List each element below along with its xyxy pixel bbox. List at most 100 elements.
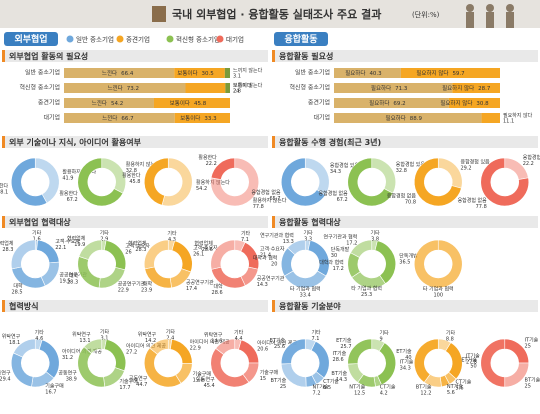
donut-value: 7.1 bbox=[311, 336, 319, 342]
donut-label: 타 기업과 협력 bbox=[351, 285, 382, 292]
donut-segment bbox=[143, 239, 169, 270]
section-title-band bbox=[2, 300, 268, 312]
donut-label: 대학과 협력 bbox=[319, 259, 344, 266]
donut-label: 활용한다 bbox=[0, 183, 9, 190]
donut-value: 8.8 bbox=[446, 337, 454, 343]
donut-value: 13.1 bbox=[79, 338, 90, 344]
donut-label: 위탁연구 bbox=[204, 331, 223, 338]
segment-name: 느끼지 않는다 bbox=[233, 67, 263, 74]
donut-value: 12.2 bbox=[420, 391, 431, 397]
donut-value: 9 bbox=[380, 337, 383, 343]
donut-value: 27.8 bbox=[466, 359, 477, 365]
donut-label: 공동연구 bbox=[129, 375, 148, 382]
donut-value: 14.2 bbox=[145, 338, 156, 344]
donut-label: 활용한다 bbox=[122, 172, 141, 179]
donut-label: 기타 bbox=[100, 329, 110, 336]
section-title-band bbox=[272, 300, 538, 312]
donut-value: 19.5 bbox=[59, 279, 70, 285]
left-tag-box bbox=[4, 32, 58, 46]
donut-label: IT기술 bbox=[466, 352, 480, 359]
donut-segment bbox=[347, 338, 373, 365]
donut-label: 공동연구 bbox=[196, 376, 215, 383]
donut-value: 34.3 bbox=[400, 366, 411, 372]
segment-name: 필요하다 bbox=[386, 114, 406, 122]
legend-label: 혁신형 중소기업 bbox=[176, 35, 220, 44]
donut-value: 18.1 bbox=[9, 340, 20, 346]
bar-segment bbox=[334, 83, 453, 93]
segment-value: 71.3 bbox=[395, 86, 408, 92]
donut-segment bbox=[83, 338, 103, 354]
donut-value: 20 bbox=[271, 262, 277, 268]
donut-segment bbox=[210, 347, 250, 388]
donut-label: 기술구매 bbox=[45, 383, 64, 390]
segment-name: 보통이다 bbox=[180, 114, 200, 122]
donut-value: 25.3 bbox=[361, 292, 372, 298]
section-title-band bbox=[272, 216, 538, 228]
row-label: 대기업 bbox=[313, 114, 330, 122]
donut-label: 기타 bbox=[370, 230, 380, 237]
bar-segment bbox=[334, 113, 482, 123]
donut-label: 기타 bbox=[446, 330, 456, 337]
donut-label: 융합경험 없음 bbox=[251, 189, 281, 196]
segment-value: 3.1 bbox=[233, 74, 241, 80]
donut-value: 22.9 bbox=[118, 288, 129, 294]
section-title-band bbox=[2, 136, 268, 148]
donut-segment bbox=[171, 240, 193, 273]
donut-segment bbox=[371, 157, 397, 194]
donut-label: 협력업체 bbox=[194, 240, 213, 247]
donut-label: 타 기업과 협력 bbox=[290, 286, 321, 293]
donut-label: 아이디어 의견 제공 bbox=[190, 338, 230, 345]
donut-label: IT기술 bbox=[400, 359, 414, 366]
donut-value: 27.2 bbox=[126, 350, 137, 356]
donut-value: 4.4 bbox=[235, 336, 243, 342]
donut-segment bbox=[480, 338, 506, 388]
bar-segment bbox=[481, 113, 500, 123]
donut-label: NT기술 bbox=[349, 384, 365, 391]
segment-name: 보통이다 bbox=[177, 69, 197, 77]
donut-segment bbox=[310, 340, 330, 379]
donut-label: 융합경험 없음 bbox=[319, 190, 349, 197]
bar-segment bbox=[452, 83, 500, 93]
donut-label: 기타 bbox=[32, 230, 42, 237]
legend-label: 대기업 bbox=[226, 35, 244, 44]
donut-value: 23.9 bbox=[141, 287, 152, 293]
segment-name: 보통이다 bbox=[170, 99, 190, 107]
donut-label: 기타 bbox=[304, 230, 314, 237]
segment-value: 40.3 bbox=[369, 71, 382, 77]
donut-segment bbox=[281, 157, 326, 207]
segment-name: 필요하다 bbox=[369, 99, 389, 107]
donut-value: 3.1 bbox=[100, 336, 108, 342]
segment-value: 66.7 bbox=[121, 116, 134, 122]
donut-label: 협력업체 bbox=[0, 240, 14, 247]
donut-label: 기타 bbox=[166, 329, 176, 336]
row-label: 대기업 bbox=[43, 114, 60, 122]
donut-segment bbox=[77, 157, 124, 207]
donut-value: 3.3 bbox=[304, 237, 312, 243]
donut-label: 고객·수요자 bbox=[55, 238, 80, 245]
segment-value: 59.7 bbox=[452, 71, 465, 77]
bar-segment bbox=[64, 68, 175, 78]
row-label: 일반 중소기업 bbox=[295, 69, 330, 77]
donut-value: 31.2 bbox=[62, 355, 73, 361]
donut-label: 연구기관과 협력 bbox=[260, 232, 294, 239]
donut-value: 25.6 bbox=[274, 344, 285, 350]
donut-segment bbox=[413, 338, 439, 383]
segment-value: 66.4 bbox=[121, 71, 134, 77]
bar-segment bbox=[448, 98, 500, 108]
legend-label: 중견기업 bbox=[126, 35, 150, 44]
legend-swatch bbox=[216, 35, 224, 43]
donut-label: 위탁연구 bbox=[72, 331, 91, 338]
donut-label: 타 기업과 협력 bbox=[423, 286, 454, 293]
donut-value: 4.6 bbox=[35, 336, 43, 342]
donut-value: 34.3 bbox=[330, 169, 341, 175]
left-tag: 외부협업 bbox=[14, 33, 47, 45]
donut-value: 14.3 bbox=[336, 377, 347, 383]
section-accent bbox=[2, 300, 5, 312]
segment-value: 73.2 bbox=[127, 86, 139, 92]
donut-label: 기타 bbox=[100, 230, 110, 237]
donut-value: 70.8 bbox=[405, 200, 416, 206]
segment-name: 필요하지 않다 bbox=[440, 99, 472, 107]
donut-label: 아이디어 의견 제공 bbox=[126, 343, 166, 350]
segment-value: 45.8 bbox=[194, 101, 207, 107]
donut-value: 44.7 bbox=[136, 382, 147, 388]
